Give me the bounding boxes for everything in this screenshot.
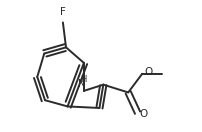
Text: O: O bbox=[145, 67, 153, 77]
Text: H: H bbox=[80, 75, 86, 84]
Text: F: F bbox=[60, 7, 66, 17]
Text: N: N bbox=[78, 79, 86, 89]
Text: O: O bbox=[139, 109, 148, 119]
